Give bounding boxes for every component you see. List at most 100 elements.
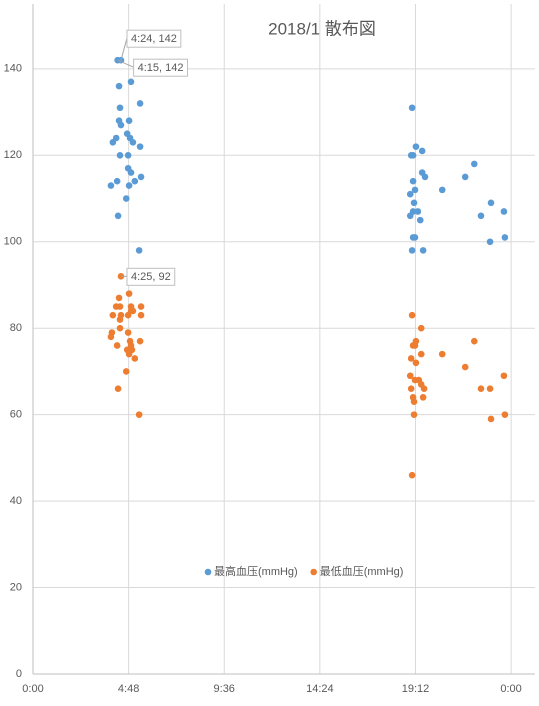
data-label: 4:15, 142 [138,62,184,74]
point [125,117,133,125]
y-tick-label: 60 [10,409,22,421]
y-tick-label: 20 [10,581,22,593]
point [501,234,509,241]
legend-label: 最高血压(mmHg) [214,564,298,578]
point [109,311,117,319]
point [116,151,124,159]
point [136,143,144,150]
point [107,333,115,341]
point [406,372,414,380]
point [131,177,139,185]
point [125,182,133,189]
point [137,173,145,181]
point [117,121,125,129]
point [421,173,429,181]
point [136,337,144,345]
point [406,212,414,220]
x-tick-label: 4:48 [118,683,139,695]
point [115,294,123,302]
point [122,368,130,375]
point [419,394,427,401]
point [135,247,143,254]
point [115,82,123,90]
point [414,208,422,215]
point [116,104,124,112]
point [117,273,125,280]
point [114,385,122,393]
point [135,411,143,418]
point [477,385,485,393]
point [461,363,469,371]
point [418,147,426,155]
y-tick-label: 100 [4,236,22,248]
point [408,104,416,112]
point [114,56,121,64]
point [420,385,428,393]
label-box [133,58,188,77]
point [113,342,121,349]
point [107,182,115,189]
x-tick-label: 0:00 [500,683,521,695]
point [116,316,124,323]
point [477,212,485,220]
legend-label: 最低血压(mmHg) [320,564,404,578]
point [412,359,420,367]
point [116,324,124,332]
x-tick-label: 19:12 [402,683,430,695]
point [136,100,144,107]
point [417,324,425,332]
point [486,385,494,393]
label-box [126,267,176,286]
legend-marker [310,568,318,576]
point [114,212,122,220]
point [487,199,495,207]
point [122,195,130,202]
data-label: 4:25, 92 [131,271,171,283]
point [113,177,121,185]
legend-marker [204,568,212,576]
point [124,151,132,159]
point [408,247,416,254]
point [410,199,418,207]
point [127,169,135,176]
point [461,173,469,181]
y-tick-label: 0 [16,668,22,680]
point [408,311,416,319]
point [407,355,415,362]
point [411,342,419,349]
chart-title: 2018/1 散布図 [268,19,376,38]
leader-line [117,59,134,68]
point [406,190,414,198]
y-tick-label: 140 [4,63,22,75]
point [116,303,124,310]
y-tick-label: 40 [10,495,22,507]
data-label: 4:24, 142 [131,33,177,45]
x-tick-label: 9:36 [214,683,235,695]
point [131,355,139,362]
point [500,208,508,215]
point [109,139,117,146]
y-tick-label: 80 [10,322,22,334]
point [127,78,135,86]
point [470,337,478,345]
point [487,415,495,423]
point [137,311,145,319]
point [129,307,137,315]
point [411,186,419,194]
point [411,234,419,241]
y-tick-label: 120 [4,149,22,161]
leader-line [120,38,128,61]
point [419,247,427,254]
point [408,471,416,479]
point [409,177,417,185]
point [501,411,509,418]
point [438,350,446,358]
point [137,303,145,310]
point [438,186,446,194]
point [417,350,425,358]
point [486,238,494,246]
point [125,290,133,297]
point [412,143,420,150]
point [129,139,137,146]
